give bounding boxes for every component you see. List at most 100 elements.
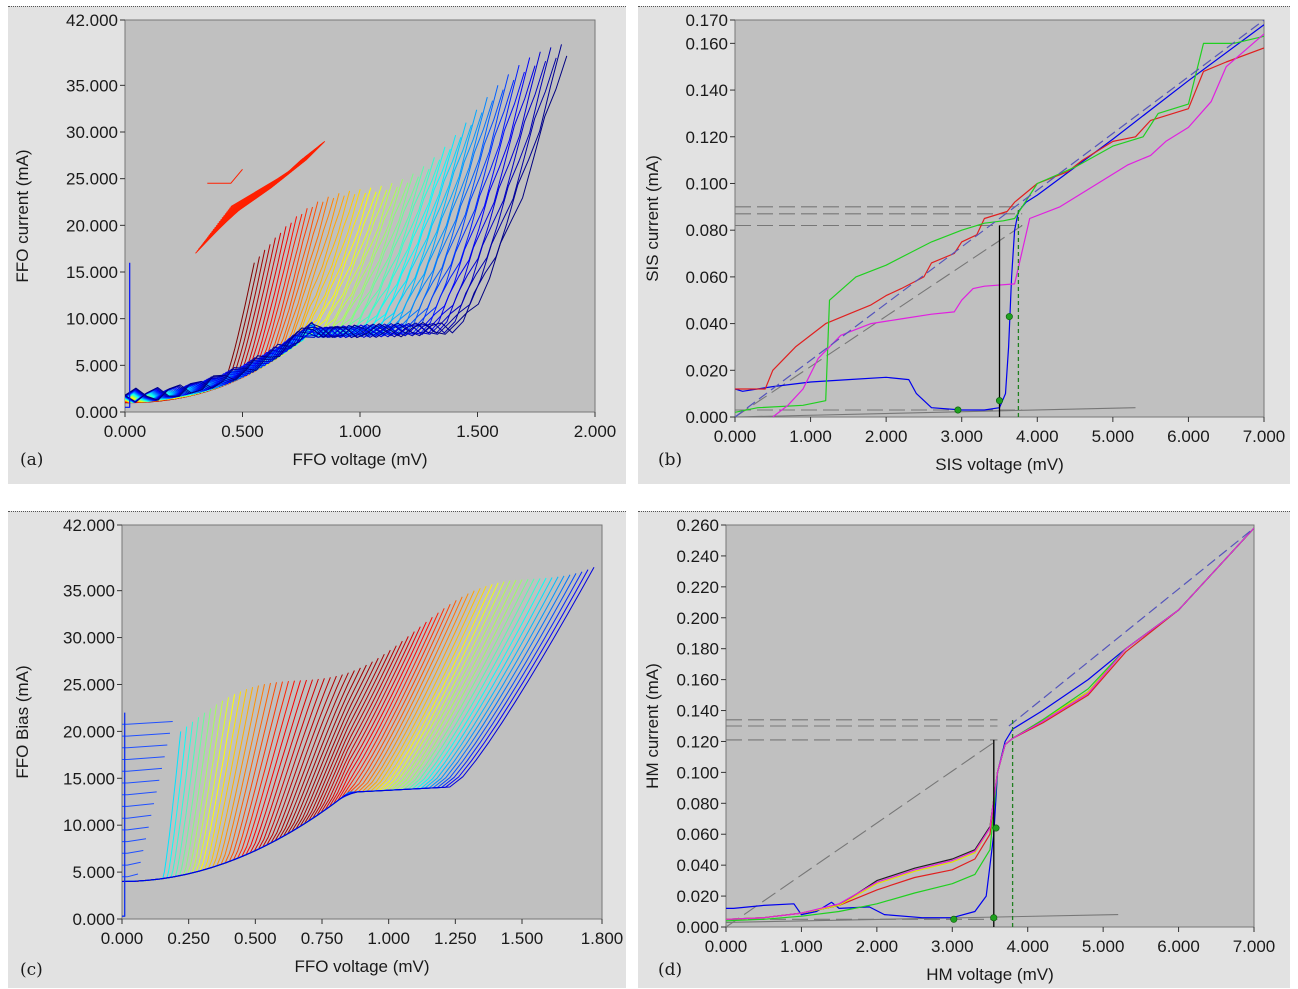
- curve: [125, 64, 520, 403]
- gray-line: [726, 914, 1119, 923]
- y-tick-label: 5.000: [72, 863, 115, 882]
- chart-sis-iv: 0.000 1.000 2.000 3.000 4.000 5.000 6.000 7.000…: [643, 11, 1286, 474]
- curve: [122, 838, 147, 843]
- curve: [122, 826, 149, 831]
- curve: [122, 814, 152, 819]
- plot-series-group: [122, 566, 595, 917]
- y-tick-label: 0.060: [676, 825, 719, 844]
- chart-ffo-iv-c: 0.000 0.250 0.500 0.750 1.000 1.250 1.500 1.800…: [13, 516, 624, 980]
- y-tick-label: 25.000: [66, 170, 118, 189]
- x-tick-label: 1.500: [456, 422, 499, 441]
- x-tick-label: 0.000: [705, 937, 748, 956]
- curve: [122, 861, 141, 866]
- y-tick-label: 0.160: [685, 34, 728, 53]
- dashed-resistance-line: [726, 739, 998, 927]
- x-tick-label: 1.000: [780, 937, 823, 956]
- series-line: [726, 527, 1254, 922]
- x-tick-label: 1.000: [367, 929, 410, 948]
- y-tick-label: 0.220: [676, 578, 719, 597]
- curve: [122, 791, 157, 796]
- plot-series-group: [735, 20, 1264, 417]
- x-axis-label: FFO voltage (mV): [292, 450, 427, 469]
- curve: [122, 566, 595, 882]
- y-tick-label: 0.160: [676, 671, 719, 690]
- y-tick-label: 0.000: [72, 910, 115, 929]
- curve: [207, 168, 243, 184]
- y-tick-label: 0.080: [676, 794, 719, 813]
- y-tick-label: 0.020: [676, 887, 719, 906]
- x-tick-label: 0.250: [167, 929, 210, 948]
- series-line: [726, 527, 1254, 920]
- y-axis-label: FFO current (mA): [13, 149, 32, 282]
- x-tick-label: 6.000: [1167, 427, 1210, 446]
- y-tick-label: 35.000: [66, 76, 118, 95]
- y-tick-label: 30.000: [66, 123, 118, 142]
- curve: [122, 803, 155, 807]
- marker-point: [1005, 313, 1013, 321]
- y-tick-label: 5.000: [75, 356, 118, 375]
- y-tick-label: 42.000: [66, 11, 118, 30]
- x-tick-label: 3.000: [931, 937, 974, 956]
- y-tick-label: 35.000: [63, 582, 115, 601]
- x-tick-label: 1.800: [581, 929, 624, 948]
- curve: [122, 850, 144, 854]
- y-tick-label: 0.100: [676, 763, 719, 782]
- panel-c: 0.000 0.250 0.500 0.750 1.000 1.250 1.500 1.800…: [8, 511, 626, 988]
- y-tick-label: 0.080: [685, 221, 728, 240]
- panel-a: 0.000 0.500 1.000 1.500 2.000 0.000 5.000 10.00…: [8, 6, 626, 484]
- y-tick-label: 0.040: [676, 856, 719, 875]
- curve: [122, 756, 165, 760]
- curve: [122, 767, 163, 772]
- x-tick-label: 2.000: [856, 937, 899, 956]
- curve: [122, 744, 168, 749]
- curve: [122, 732, 171, 737]
- series-line: [735, 24, 1264, 411]
- x-tick-label: 0.000: [101, 929, 144, 948]
- panel-label: (c): [20, 960, 43, 980]
- x-tick-label: 0.000: [104, 422, 147, 441]
- y-tick-label: 20.000: [63, 722, 115, 741]
- marker-point: [950, 915, 958, 923]
- x-axis-label: HM voltage (mV): [926, 965, 1054, 984]
- chart-hm-iv: 0.000 1.000 2.000 3.000 4.000 5.000 6.000 7.000…: [643, 516, 1275, 984]
- y-tick-label: 25.000: [63, 675, 115, 694]
- y-tick-label: 30.000: [63, 629, 115, 648]
- y-tick-label: 0.040: [685, 315, 728, 334]
- x-tick-label: 7.000: [1243, 427, 1286, 446]
- x-tick-label: 1.000: [339, 422, 382, 441]
- curve: [125, 262, 131, 408]
- y-tick-label: 0.260: [676, 516, 719, 535]
- y-tick-label: 0.000: [685, 408, 728, 427]
- y-tick-label: 0.000: [676, 918, 719, 937]
- y-tick-label: 20.000: [66, 216, 118, 235]
- x-tick-label: 5.000: [1082, 937, 1125, 956]
- curve: [230, 140, 326, 208]
- y-tick-label: 0.140: [685, 81, 728, 100]
- chart-ffo-iv-a: 0.000 0.500 1.000 1.500 2.000 0.000 5.000 10.00…: [13, 11, 616, 470]
- curve: [122, 712, 126, 917]
- x-axis-label: FFO voltage (mV): [294, 957, 429, 976]
- y-axis-label: HM current (mA): [643, 663, 662, 789]
- marker-point: [992, 824, 1000, 832]
- y-tick-label: 0.000: [75, 403, 118, 422]
- y-tick-label: 10.000: [63, 816, 115, 835]
- gray-line: [735, 407, 1136, 417]
- curve: [125, 44, 562, 403]
- y-tick-label: 0.170: [685, 11, 728, 30]
- y-tick-label: 0.140: [676, 702, 719, 721]
- marker-point: [990, 914, 998, 922]
- curve: [122, 779, 160, 784]
- y-tick-label: 0.120: [685, 128, 728, 147]
- x-tick-label: 2.000: [865, 427, 908, 446]
- y-tick-label: 0.100: [685, 174, 728, 193]
- x-tick-label: 0.000: [714, 427, 757, 446]
- x-tick-label: 4.000: [1006, 937, 1049, 956]
- x-tick-label: 0.750: [301, 929, 344, 948]
- y-tick-label: 0.120: [676, 732, 719, 751]
- curve: [122, 721, 173, 725]
- plot-series-group: [125, 44, 568, 408]
- x-tick-label: 1.000: [789, 427, 832, 446]
- y-tick-label: 15.000: [63, 769, 115, 788]
- y-tick-label: 0.180: [676, 640, 719, 659]
- x-tick-label: 4.000: [1016, 427, 1059, 446]
